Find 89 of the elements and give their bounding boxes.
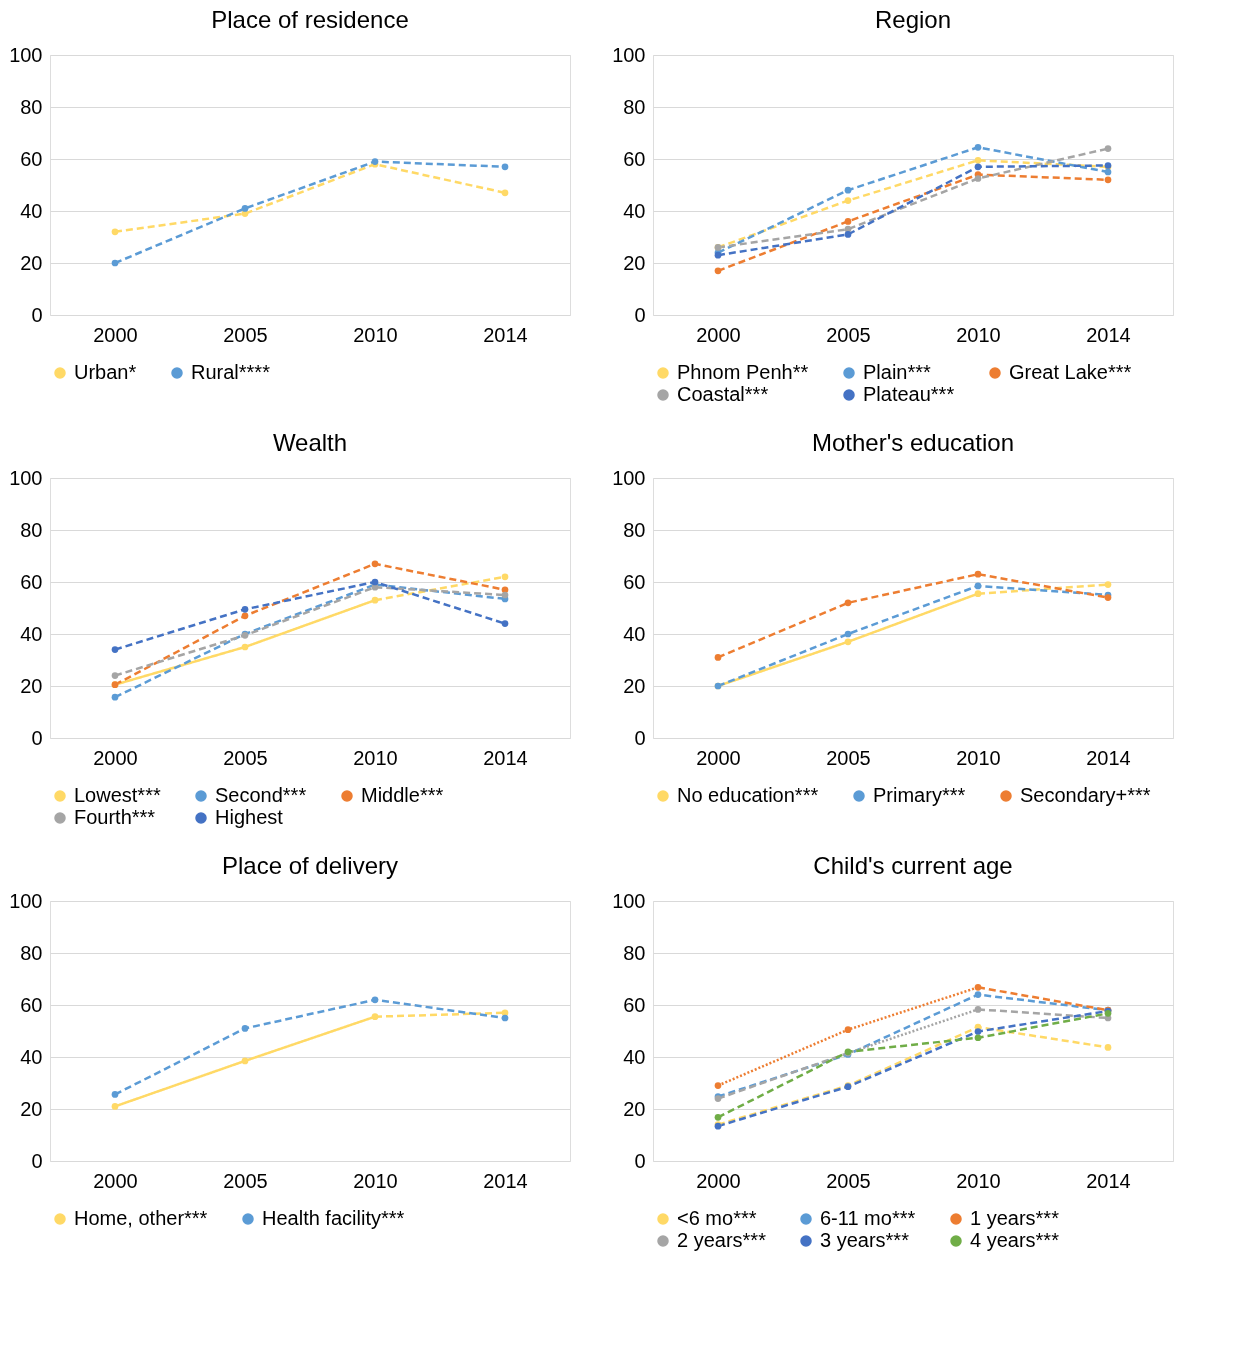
legend-label: Secondary+***	[1020, 784, 1151, 806]
y-tick-label: 60	[623, 993, 646, 1016]
y-tick-label: 40	[20, 199, 43, 222]
y-tick-label: 20	[623, 251, 646, 274]
x-tick-label: 2005	[826, 746, 871, 769]
chart-title: Region	[874, 6, 952, 33]
y-tick-label: 80	[20, 518, 43, 541]
y-tick-label: 100	[9, 889, 43, 912]
x-tick-label: 2014	[1086, 1169, 1131, 1192]
y-tick-label: 20	[623, 674, 646, 697]
y-tick-label: 80	[20, 95, 43, 118]
x-tick-label: 2005	[223, 1169, 268, 1192]
y-tick-label: 60	[623, 147, 646, 170]
legend-label: Primary***	[873, 784, 966, 806]
x-tick-label: 2014	[483, 1169, 528, 1192]
x-tick-label: 2005	[826, 323, 871, 346]
x-tick-label: 2005	[826, 1169, 871, 1192]
y-tick-label: 20	[20, 1097, 43, 1120]
legend-label: Home, other***	[74, 1207, 208, 1229]
legend-label: 6-11 mo***	[820, 1207, 916, 1229]
y-tick-label: 0	[31, 726, 43, 749]
y-tick-label: 20	[623, 1097, 646, 1120]
legend-label: Health facility***	[262, 1207, 405, 1229]
x-tick-label: 2010	[956, 746, 1001, 769]
y-tick-label: 80	[623, 95, 646, 118]
y-tick-label: 40	[623, 622, 646, 645]
x-tick-label: 2010	[353, 323, 398, 346]
y-tick-label: 80	[623, 941, 646, 964]
y-tick-label: 100	[9, 43, 43, 66]
y-tick-label: 100	[612, 889, 646, 912]
x-tick-label: 2000	[93, 746, 138, 769]
legend-label: Highest	[215, 806, 284, 828]
y-tick-label: 60	[20, 147, 43, 170]
y-tick-label: 100	[9, 466, 43, 489]
chart-title: Mother's education	[811, 429, 1015, 456]
x-tick-label: 2010	[956, 1169, 1001, 1192]
legend-label: Fourth***	[74, 806, 156, 828]
y-tick-label: 20	[20, 251, 43, 274]
y-tick-label: 0	[634, 1149, 646, 1172]
x-tick-label: 2014	[1086, 323, 1131, 346]
y-tick-label: 40	[20, 622, 43, 645]
x-tick-label: 2014	[483, 323, 528, 346]
y-tick-label: 20	[20, 674, 43, 697]
y-tick-label: 60	[20, 570, 43, 593]
y-tick-label: 80	[623, 518, 646, 541]
legend-label: No education***	[677, 784, 819, 806]
legend-label: Lowest***	[74, 784, 161, 806]
x-tick-label: 2010	[353, 746, 398, 769]
legend-label: Phnom Penh**	[677, 361, 809, 383]
y-tick-label: 100	[612, 43, 646, 66]
x-tick-label: 2005	[223, 746, 268, 769]
x-tick-label: 2005	[223, 323, 268, 346]
y-tick-label: 0	[634, 303, 646, 326]
x-tick-label: 2010	[353, 1169, 398, 1192]
legend-label: Second***	[215, 784, 307, 806]
y-tick-label: 40	[623, 199, 646, 222]
legend-label: Middle***	[361, 784, 444, 806]
x-tick-label: 2014	[483, 746, 528, 769]
y-tick-label: 0	[31, 303, 43, 326]
legend-label: <6 mo***	[677, 1207, 757, 1229]
y-tick-label: 0	[31, 1149, 43, 1172]
x-tick-label: 2000	[696, 746, 741, 769]
y-tick-label: 80	[20, 941, 43, 964]
y-tick-label: 60	[20, 993, 43, 1016]
y-tick-label: 60	[623, 570, 646, 593]
legend-label: Coastal***	[677, 383, 769, 405]
y-tick-label: 40	[20, 1045, 43, 1068]
legend-label: 3 years***	[820, 1229, 910, 1251]
chart-title: Place of residence	[211, 6, 409, 33]
x-tick-label: 2000	[696, 323, 741, 346]
chart-title: Child's current age	[813, 852, 1013, 879]
legend-label: Great Lake***	[1009, 361, 1132, 383]
legend-label: Plateau***	[863, 383, 955, 405]
legend-label: Plain***	[863, 361, 932, 383]
x-tick-label: 2014	[1086, 746, 1131, 769]
x-tick-label: 2000	[696, 1169, 741, 1192]
legend-label: 2 years***	[677, 1229, 767, 1251]
x-tick-label: 2010	[956, 323, 1001, 346]
chart-title: Place of delivery	[221, 852, 399, 879]
legend-label: 4 years***	[970, 1229, 1060, 1251]
legend-label: Urban*	[74, 361, 137, 383]
chart-title: Wealth	[272, 429, 348, 456]
x-tick-label: 2000	[93, 323, 138, 346]
y-tick-label: 40	[623, 1045, 646, 1068]
legend-label: 1 years***	[970, 1207, 1060, 1229]
y-tick-label: 0	[634, 726, 646, 749]
y-tick-label: 100	[612, 466, 646, 489]
legend-label: Rural****	[191, 361, 271, 383]
x-tick-label: 2000	[93, 1169, 138, 1192]
